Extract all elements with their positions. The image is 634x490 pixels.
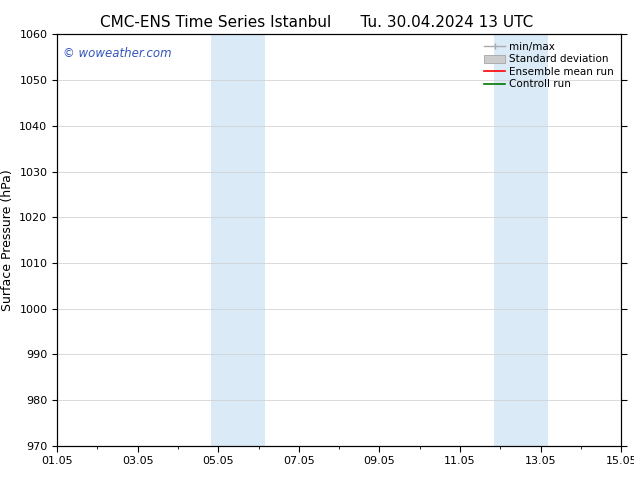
Y-axis label: Surface Pressure (hPa): Surface Pressure (hPa) (1, 169, 14, 311)
Legend: min/max, Standard deviation, Ensemble mean run, Controll run: min/max, Standard deviation, Ensemble me… (482, 40, 616, 92)
Bar (493, 34, 548, 446)
Bar (211, 34, 266, 446)
Text: © woweather.com: © woweather.com (63, 47, 171, 60)
Text: CMC-ENS Time Series Istanbul      Tu. 30.04.2024 13 UTC: CMC-ENS Time Series Istanbul Tu. 30.04.2… (100, 15, 534, 30)
